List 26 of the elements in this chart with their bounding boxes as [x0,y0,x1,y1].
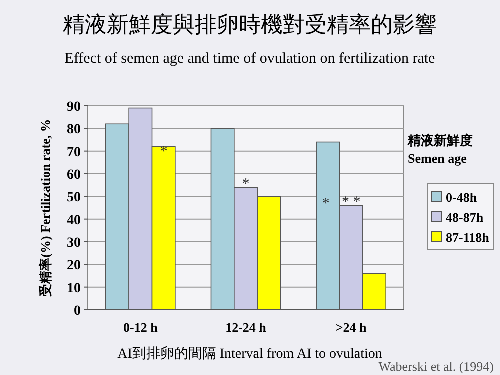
annotation: * [322,196,330,212]
y-tick-label: 90 [67,100,81,115]
legend-label: 87-118h [446,230,490,245]
annotation: * [242,176,250,193]
y-tick-label: 60 [67,168,81,183]
y-tick-label: 10 [67,281,81,296]
chart-subtitle: Effect of semen age and time of ovulation on fertilization rate [64,51,436,67]
x-tick-label: >24 h [336,320,368,335]
y-tick-label: 40 [67,213,81,228]
chart-title: 精液新鮮度與排卵時機對受精率的影響 [63,12,437,37]
y-tick-label: 30 [67,236,81,251]
y-tick-label: 20 [67,258,81,274]
legend-label: 48-87h [446,210,484,225]
y-tick-label: 80 [67,122,81,138]
y-axis-title: 受精率(%) Fertilization rate, % [38,119,53,298]
text: Waberski et al. (1994) [378,359,494,374]
annotation: * * [342,194,361,211]
annotation: * [160,144,168,160]
legend-title: 精液新鮮度 Semen age [407,133,473,166]
y-tick-label: 50 [67,190,81,206]
legend-label: 0-48h [446,190,478,205]
y-tick-label: 0 [74,304,81,319]
x-axis-title: AI到排卵的間隔 Interval from AI to ovulation [118,346,382,362]
y-tick-label: 70 [67,145,81,160]
x-tick-label: 0-12 h [124,320,159,335]
x-tick-label: 12-24 h [226,320,268,335]
